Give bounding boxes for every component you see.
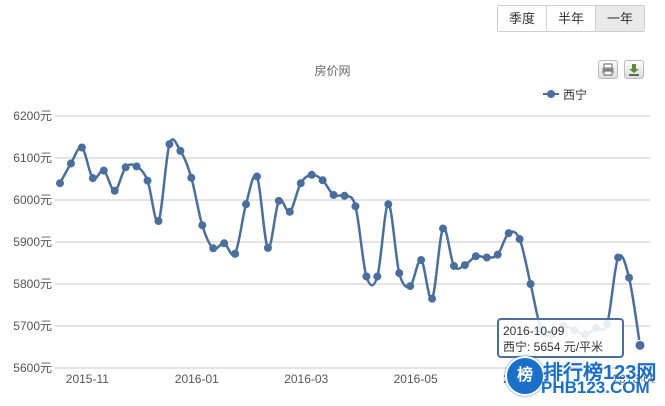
data-point bbox=[329, 190, 338, 199]
data-point bbox=[493, 250, 502, 259]
y-tick-label: 6200元 bbox=[13, 109, 52, 123]
data-point bbox=[504, 229, 513, 238]
data-point bbox=[110, 186, 119, 195]
x-tick-label: 2015-11 bbox=[66, 372, 109, 386]
data-point bbox=[417, 256, 426, 265]
data-point bbox=[176, 146, 185, 155]
data-point bbox=[428, 294, 437, 303]
data-point bbox=[99, 166, 108, 175]
data-point bbox=[395, 269, 404, 278]
data-point bbox=[242, 200, 251, 209]
y-tick-label: 5700元 bbox=[13, 319, 52, 333]
data-point bbox=[231, 249, 240, 258]
data-point bbox=[252, 172, 261, 181]
download-icon bbox=[629, 64, 639, 76]
data-point bbox=[460, 261, 469, 270]
data-point bbox=[614, 253, 623, 262]
download-button[interactable] bbox=[624, 60, 644, 79]
data-point bbox=[88, 174, 97, 183]
legend-label: 西宁 bbox=[563, 88, 588, 102]
data-point bbox=[515, 235, 524, 244]
x-tick-label: 2016-03 bbox=[284, 372, 328, 386]
legend-dot-marker bbox=[547, 90, 555, 98]
tab-quarter[interactable]: 季度 bbox=[498, 6, 547, 31]
data-point bbox=[439, 224, 448, 233]
period-tabs: 季度 半年 一年 bbox=[497, 5, 645, 32]
x-tick-label: 2016-09 bbox=[613, 372, 657, 386]
data-point bbox=[56, 179, 64, 188]
print-button[interactable] bbox=[598, 60, 618, 79]
x-tick-label: 2016-05 bbox=[394, 372, 438, 386]
x-tick-label: 2016-01 bbox=[175, 372, 219, 386]
data-point bbox=[263, 243, 272, 252]
y-tick-label: 6100元 bbox=[13, 151, 52, 165]
data-point bbox=[634, 339, 646, 351]
tooltip: 2016-10-09 西宁: 5654 元/平米 bbox=[497, 318, 624, 358]
data-point bbox=[198, 221, 207, 230]
printer-icon bbox=[602, 63, 614, 76]
data-point bbox=[165, 140, 174, 149]
data-point bbox=[340, 191, 349, 200]
chart-title: 房价网 bbox=[314, 64, 351, 78]
tooltip-date: 2016-10-09 bbox=[503, 324, 565, 338]
data-point bbox=[307, 170, 316, 179]
data-point bbox=[143, 176, 152, 185]
data-point bbox=[285, 207, 294, 216]
data-point bbox=[482, 253, 491, 262]
data-point bbox=[187, 173, 196, 182]
y-tick-label: 6000元 bbox=[13, 193, 52, 207]
data-point bbox=[220, 239, 229, 248]
data-point bbox=[121, 163, 130, 172]
x-tick-label: 2016-07 bbox=[503, 372, 547, 386]
data-point bbox=[362, 272, 371, 281]
data-point bbox=[526, 280, 535, 288]
data-point bbox=[384, 200, 393, 209]
data-point bbox=[625, 273, 634, 282]
y-tick-label: 5600元 bbox=[13, 361, 52, 375]
data-point bbox=[132, 162, 141, 171]
data-point bbox=[274, 196, 283, 205]
data-point bbox=[77, 143, 86, 152]
data-point bbox=[66, 159, 75, 168]
data-point bbox=[373, 272, 382, 281]
y-tick-label: 5800元 bbox=[13, 277, 52, 291]
data-point bbox=[296, 179, 305, 188]
y-tick-label: 5900元 bbox=[13, 235, 52, 249]
data-point bbox=[449, 261, 458, 270]
tab-half-year[interactable]: 半年 bbox=[547, 6, 596, 31]
data-point bbox=[351, 202, 360, 211]
tab-one-year[interactable]: 一年 bbox=[596, 6, 644, 31]
data-point bbox=[209, 244, 218, 253]
data-point bbox=[154, 217, 163, 225]
tooltip-value: 西宁: 5654 元/平米 bbox=[503, 340, 604, 354]
data-point bbox=[471, 252, 480, 261]
data-point bbox=[318, 176, 327, 185]
data-point bbox=[406, 282, 415, 291]
